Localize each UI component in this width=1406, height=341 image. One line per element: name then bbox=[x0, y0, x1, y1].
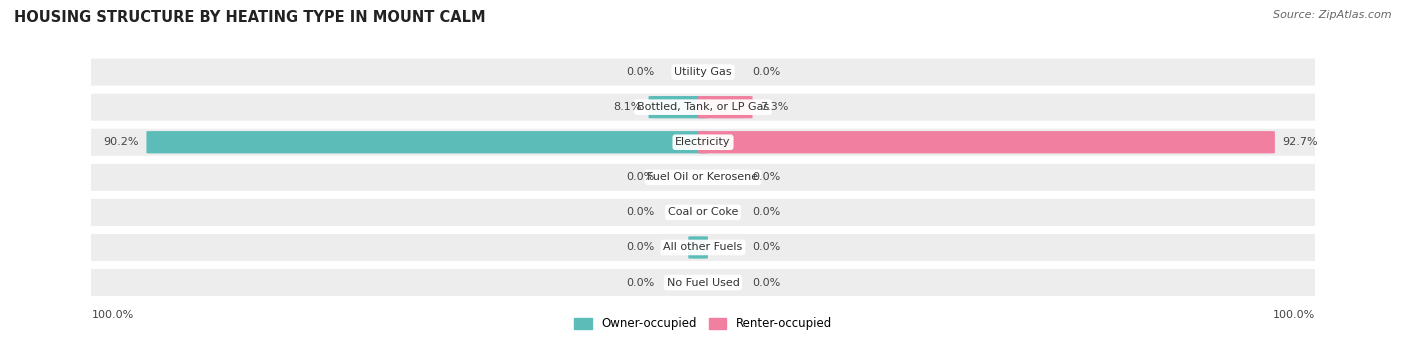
Text: 0.0%: 0.0% bbox=[626, 67, 654, 77]
FancyBboxPatch shape bbox=[82, 164, 1324, 191]
Text: 0.0%: 0.0% bbox=[626, 242, 654, 252]
FancyBboxPatch shape bbox=[699, 131, 1275, 153]
Text: Fuel Oil or Kerosene: Fuel Oil or Kerosene bbox=[647, 172, 759, 182]
FancyBboxPatch shape bbox=[648, 96, 707, 118]
Text: 0.0%: 0.0% bbox=[626, 207, 654, 218]
FancyBboxPatch shape bbox=[699, 96, 752, 118]
Text: HOUSING STRUCTURE BY HEATING TYPE IN MOUNT CALM: HOUSING STRUCTURE BY HEATING TYPE IN MOU… bbox=[14, 10, 485, 25]
FancyBboxPatch shape bbox=[689, 236, 707, 258]
Text: 0.0%: 0.0% bbox=[626, 172, 654, 182]
Text: All other Fuels: All other Fuels bbox=[664, 242, 742, 252]
Text: No Fuel Used: No Fuel Used bbox=[666, 278, 740, 287]
Text: 0.0%: 0.0% bbox=[752, 242, 780, 252]
FancyBboxPatch shape bbox=[82, 234, 1324, 261]
Text: 92.7%: 92.7% bbox=[1282, 137, 1317, 147]
Text: 0.0%: 0.0% bbox=[752, 278, 780, 287]
FancyBboxPatch shape bbox=[82, 269, 1324, 296]
Text: 100.0%: 100.0% bbox=[1272, 310, 1315, 320]
Text: 0.0%: 0.0% bbox=[752, 207, 780, 218]
Text: Utility Gas: Utility Gas bbox=[675, 67, 731, 77]
Text: 0.0%: 0.0% bbox=[626, 278, 654, 287]
Text: 7.3%: 7.3% bbox=[759, 102, 789, 112]
Text: 0.0%: 0.0% bbox=[752, 67, 780, 77]
Legend: Owner-occupied, Renter-occupied: Owner-occupied, Renter-occupied bbox=[569, 313, 837, 335]
Text: Source: ZipAtlas.com: Source: ZipAtlas.com bbox=[1274, 10, 1392, 20]
Text: 8.1%: 8.1% bbox=[613, 102, 641, 112]
FancyBboxPatch shape bbox=[82, 59, 1324, 86]
Text: Bottled, Tank, or LP Gas: Bottled, Tank, or LP Gas bbox=[637, 102, 769, 112]
FancyBboxPatch shape bbox=[82, 94, 1324, 121]
FancyBboxPatch shape bbox=[146, 131, 707, 153]
Text: 100.0%: 100.0% bbox=[91, 310, 134, 320]
Text: Electricity: Electricity bbox=[675, 137, 731, 147]
FancyBboxPatch shape bbox=[82, 129, 1324, 156]
FancyBboxPatch shape bbox=[82, 199, 1324, 226]
Text: Coal or Coke: Coal or Coke bbox=[668, 207, 738, 218]
Text: 0.0%: 0.0% bbox=[752, 172, 780, 182]
Text: 90.2%: 90.2% bbox=[104, 137, 139, 147]
